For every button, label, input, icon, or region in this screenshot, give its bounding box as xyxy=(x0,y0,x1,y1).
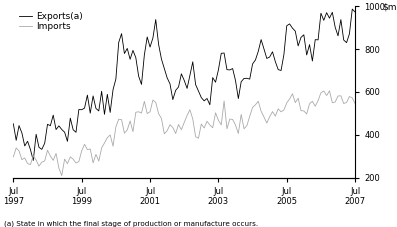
Text: (a) State in which the final stage of production or manufacture occurs.: (a) State in which the final stage of pr… xyxy=(4,220,258,227)
Imports xyxy=(335,95,340,97)
Exports(a) xyxy=(11,122,16,125)
Imports xyxy=(60,174,64,177)
Imports xyxy=(227,118,232,121)
Exports(a) xyxy=(333,26,337,29)
Imports xyxy=(11,155,16,158)
Exports(a) xyxy=(31,159,36,162)
Exports(a) xyxy=(94,107,98,110)
Imports xyxy=(94,153,98,156)
Y-axis label: $m: $m xyxy=(382,3,397,12)
Exports(a) xyxy=(245,77,249,80)
Imports xyxy=(353,102,357,105)
Legend: Exports(a), Imports: Exports(a), Imports xyxy=(15,8,86,35)
Exports(a) xyxy=(159,58,164,60)
Imports xyxy=(45,149,50,152)
Exports(a) xyxy=(353,11,357,13)
Exports(a) xyxy=(350,8,355,10)
Imports xyxy=(327,89,332,92)
Imports xyxy=(159,117,164,120)
Line: Imports: Imports xyxy=(13,91,355,176)
Line: Exports(a): Exports(a) xyxy=(13,9,355,160)
Exports(a) xyxy=(227,69,232,71)
Exports(a) xyxy=(48,124,53,127)
Imports xyxy=(245,124,249,127)
